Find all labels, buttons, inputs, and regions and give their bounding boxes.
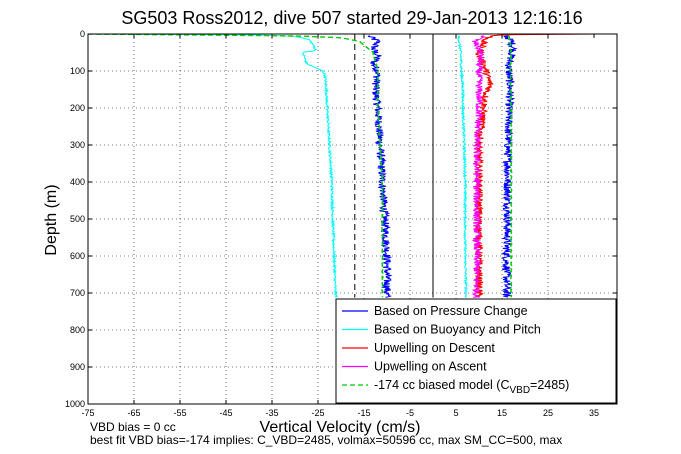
note-vbd-bias: VBD bias = 0 cc: [90, 420, 176, 434]
x-tick-label: -5: [406, 408, 414, 418]
y-tick-label: 300: [70, 140, 85, 150]
y-tick-label: 900: [70, 362, 85, 372]
x-tick-label: -25: [311, 408, 324, 418]
legend: Based on Pressure Change Based on Buoyanc…: [335, 298, 617, 404]
x-tick-label: -35: [265, 408, 278, 418]
x-tick-label: -55: [173, 408, 186, 418]
series-line: [474, 34, 599, 298]
y-tick-label: 800: [70, 325, 85, 335]
series-line: [507, 35, 513, 298]
note-best-fit: best fit VBD bias=-174 implies: C_VBD=24…: [90, 433, 562, 447]
series-line: [471, 35, 487, 298]
series-line: [88, 34, 384, 298]
axis-ticks: -75 -65 -55 -45 -35 -25 -15 -5 5 15 25 350100200300…: [65, 29, 617, 418]
legend-label: Upwelling on Ascent: [374, 360, 487, 374]
y-tick-label: 200: [70, 103, 85, 113]
y-tick-label: 400: [70, 177, 85, 187]
y-tick-label: 600: [70, 251, 85, 261]
legend-label: Based on Pressure Change: [374, 304, 528, 318]
series-line: [367, 35, 393, 298]
x-tick-label: 25: [543, 408, 553, 418]
y-tick-label: 1000: [65, 399, 85, 409]
y-tick-label: 0: [80, 29, 85, 39]
series-line: [500, 35, 518, 298]
x-tick-label: 35: [589, 408, 599, 418]
x-tick-label: -75: [81, 408, 94, 418]
x-tick-label: -65: [127, 408, 140, 418]
chart-title: SG503 Ross2012, dive 507 started 29-Jan-…: [121, 8, 582, 28]
series-line: [88, 34, 339, 298]
y-axis-label: Depth (m): [43, 184, 60, 255]
legend-label: Upwelling on Descent: [374, 341, 495, 355]
series-line: [456, 35, 469, 298]
legend-label: Based on Buoyancy and Pitch: [374, 323, 541, 337]
y-tick-label: 500: [70, 214, 85, 224]
x-axis-label: Vertical Velocity (cm/s): [260, 419, 421, 436]
y-tick-label: 100: [70, 66, 85, 76]
x-tick-label: 15: [497, 408, 507, 418]
x-tick-label: -45: [219, 408, 232, 418]
x-tick-label: -15: [357, 408, 370, 418]
y-tick-label: 700: [70, 288, 85, 298]
legend-box: [335, 298, 617, 404]
x-tick-label: 5: [453, 408, 458, 418]
